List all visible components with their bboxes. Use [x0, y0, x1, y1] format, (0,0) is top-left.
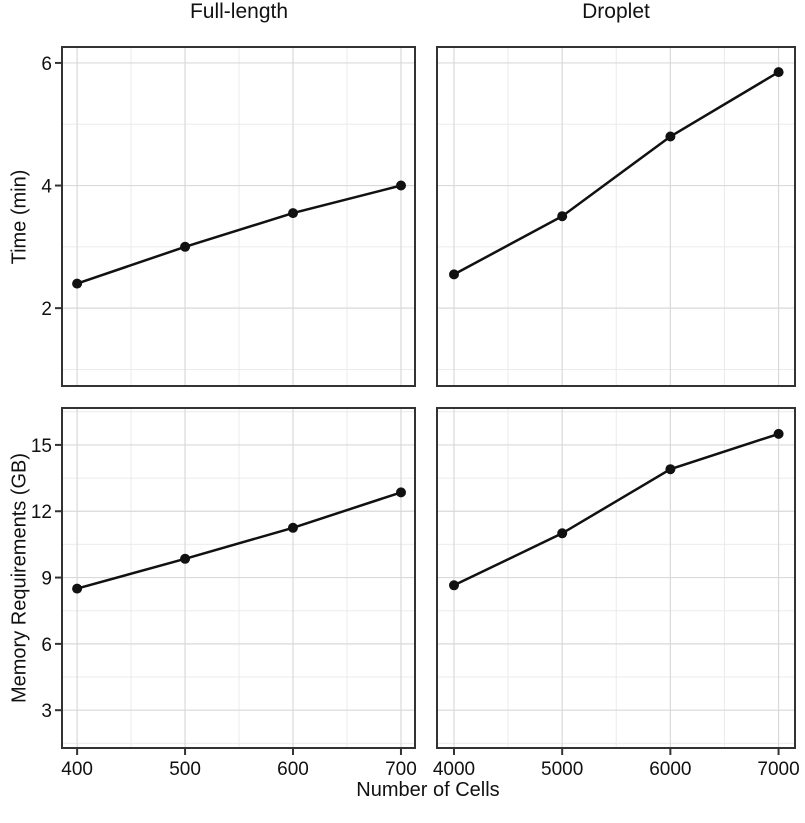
- facet-title-droplet: Droplet: [582, 0, 650, 23]
- x-tick-label: 500: [169, 759, 201, 780]
- facet-title-full-length: Full-length: [189, 0, 289, 23]
- y-tick-label: 2: [41, 299, 52, 320]
- data-point: [180, 241, 191, 252]
- data-line: [452, 70, 780, 276]
- y-tick-label: 6: [41, 635, 52, 656]
- data-point: [665, 131, 676, 142]
- x-tick-label: 5000: [541, 759, 583, 780]
- panel-border: [436, 46, 796, 387]
- data-point: [557, 528, 568, 539]
- data-point: [557, 211, 568, 222]
- panel-background: [62, 47, 415, 386]
- data-point: [449, 580, 459, 591]
- x-tick-label: 6000: [649, 759, 691, 780]
- data-point: [773, 67, 784, 78]
- panel-border: [436, 407, 796, 749]
- data-point: [180, 553, 191, 564]
- data-point: [396, 180, 406, 191]
- x-axis-label: Number of Cells: [356, 779, 500, 801]
- data-line: [75, 491, 403, 590]
- y-tick-label: 3: [41, 701, 52, 722]
- y-tick-label: 4: [41, 177, 52, 198]
- y-tick-label: 12: [31, 502, 52, 523]
- data-point: [665, 464, 676, 475]
- data-line: [452, 432, 780, 587]
- data-point: [288, 522, 298, 533]
- data-point: [72, 583, 83, 594]
- data-point: [773, 428, 784, 439]
- panel-border: [61, 46, 416, 387]
- y-tick-label: 9: [41, 569, 52, 590]
- x-tick-label: 7000: [757, 759, 799, 780]
- x-tick-label: 700: [385, 759, 417, 780]
- data-line: [75, 184, 403, 285]
- data-point: [449, 269, 459, 280]
- y-tick-label: 15: [31, 436, 52, 457]
- y-tick-label: 6: [41, 54, 52, 75]
- data-point: [72, 278, 83, 289]
- x-tick-label: 400: [61, 759, 93, 780]
- x-tick-label: 4000: [433, 759, 475, 780]
- x-tick-label: 600: [277, 759, 309, 780]
- data-point: [288, 208, 298, 219]
- data-point: [396, 487, 406, 498]
